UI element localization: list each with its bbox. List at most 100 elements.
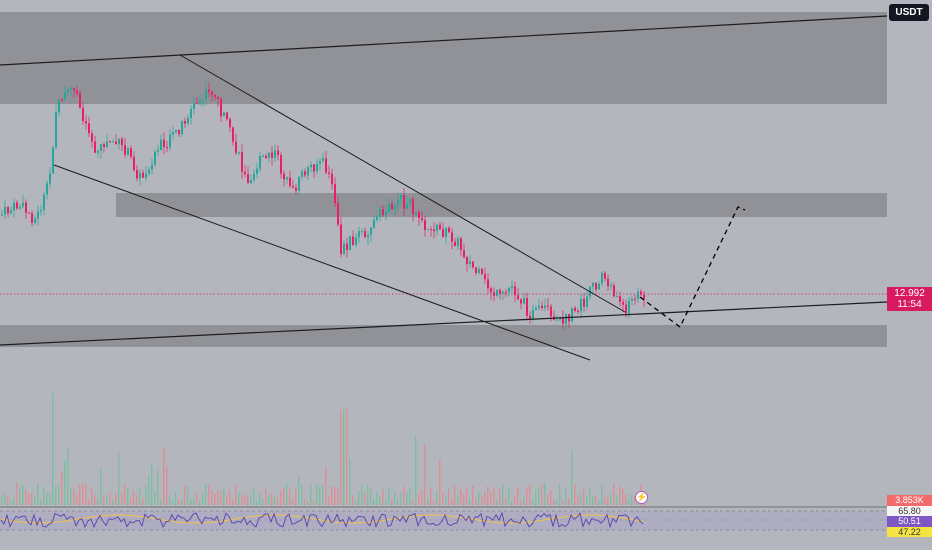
volume-bar bbox=[364, 492, 366, 505]
volume-bar bbox=[244, 494, 246, 505]
candle-body bbox=[583, 298, 585, 307]
volume-bar bbox=[229, 490, 231, 505]
candle-body bbox=[349, 236, 351, 251]
volume-bar bbox=[499, 489, 501, 505]
candle-body bbox=[385, 211, 387, 216]
candle-body bbox=[7, 206, 9, 214]
volume-bar bbox=[202, 493, 204, 505]
candle-body bbox=[463, 250, 465, 258]
volume-bar bbox=[187, 486, 189, 505]
candle-body bbox=[304, 171, 306, 176]
candle-body bbox=[403, 194, 405, 209]
candle-body bbox=[289, 177, 291, 187]
candle-body bbox=[412, 198, 414, 215]
candle-body bbox=[139, 172, 141, 179]
upper-trendline[interactable] bbox=[0, 15, 888, 66]
candle-body bbox=[409, 198, 411, 204]
candle-body bbox=[508, 287, 510, 293]
candle-body bbox=[586, 296, 588, 307]
candle-body bbox=[286, 177, 288, 180]
volume-bar bbox=[346, 409, 348, 505]
volume-bar bbox=[85, 484, 87, 505]
volume-value-label: 3.853K bbox=[887, 495, 932, 506]
volume-bar bbox=[379, 496, 381, 505]
volume-bar bbox=[613, 483, 615, 505]
candle-body bbox=[472, 261, 474, 268]
candle-body bbox=[424, 220, 426, 230]
lightning-icon[interactable]: ⚡ bbox=[635, 491, 648, 504]
volume-bar bbox=[169, 495, 171, 505]
candle-body bbox=[187, 117, 189, 124]
candle-body bbox=[31, 213, 33, 223]
candle-body bbox=[232, 127, 234, 142]
volume-bar bbox=[583, 488, 585, 505]
candle-body bbox=[451, 232, 453, 242]
volume-bar bbox=[400, 492, 402, 505]
volume-bar bbox=[31, 492, 33, 505]
volume-bar bbox=[130, 498, 132, 505]
candle-body bbox=[484, 274, 486, 280]
candle-body bbox=[580, 298, 582, 312]
volume-bar bbox=[145, 485, 147, 505]
volume-bar bbox=[172, 500, 174, 505]
candle-body bbox=[529, 315, 531, 320]
volume-bar bbox=[304, 498, 306, 505]
candle-body bbox=[112, 141, 114, 143]
volume-bar bbox=[604, 497, 606, 505]
candle-body bbox=[121, 138, 123, 146]
candle-body bbox=[436, 224, 438, 232]
candle-body bbox=[1, 214, 3, 216]
descending-channel-top[interactable] bbox=[179, 54, 626, 313]
volume-bar bbox=[343, 409, 345, 505]
candle-body bbox=[319, 160, 321, 164]
candle-body bbox=[610, 285, 612, 287]
volume-bar bbox=[283, 487, 285, 505]
volume-bar bbox=[634, 495, 636, 505]
candle-body bbox=[562, 317, 564, 324]
volume-bar bbox=[355, 500, 357, 505]
candle-body bbox=[592, 282, 594, 287]
candle-body bbox=[376, 216, 378, 220]
volume-bar bbox=[262, 498, 264, 505]
volume-bar bbox=[562, 500, 564, 505]
volume-bar bbox=[610, 493, 612, 505]
volume-bar bbox=[544, 482, 546, 505]
candle-body bbox=[64, 92, 66, 100]
volume-bar bbox=[577, 495, 579, 505]
volume-bar bbox=[598, 499, 600, 505]
volume-bar bbox=[238, 491, 240, 505]
support-trendline[interactable] bbox=[0, 301, 888, 346]
volume-bar bbox=[67, 448, 69, 505]
volume-bar bbox=[448, 488, 450, 505]
volume-bar bbox=[214, 494, 216, 505]
volume-bar bbox=[250, 494, 252, 505]
candle-body bbox=[373, 219, 375, 228]
candle-body bbox=[631, 298, 633, 301]
candle-body bbox=[640, 291, 642, 295]
candle-body bbox=[28, 212, 30, 214]
candle-body bbox=[340, 224, 342, 254]
volume-bar bbox=[148, 475, 150, 505]
supply-demand-zones bbox=[0, 12, 887, 347]
candle-body bbox=[343, 243, 345, 254]
candle-body bbox=[37, 211, 39, 219]
candle-body bbox=[118, 138, 120, 145]
currency-selector[interactable]: USDT bbox=[889, 4, 929, 21]
volume-bar bbox=[427, 497, 429, 505]
descending-channel-bottom[interactable] bbox=[53, 164, 591, 361]
candle-body bbox=[460, 238, 462, 251]
volume-bar bbox=[367, 484, 369, 505]
candle-body bbox=[556, 319, 558, 321]
candle-body bbox=[415, 211, 417, 215]
projection-path[interactable] bbox=[639, 206, 746, 328]
volume-bar bbox=[61, 470, 63, 505]
volume-bar bbox=[142, 498, 144, 505]
volume-bar bbox=[307, 500, 309, 505]
candle-body bbox=[616, 296, 618, 298]
candle-body bbox=[541, 305, 543, 308]
candle-body bbox=[217, 96, 219, 99]
candle-body bbox=[574, 307, 576, 311]
candle-body bbox=[61, 99, 63, 101]
candle-body bbox=[97, 150, 99, 153]
